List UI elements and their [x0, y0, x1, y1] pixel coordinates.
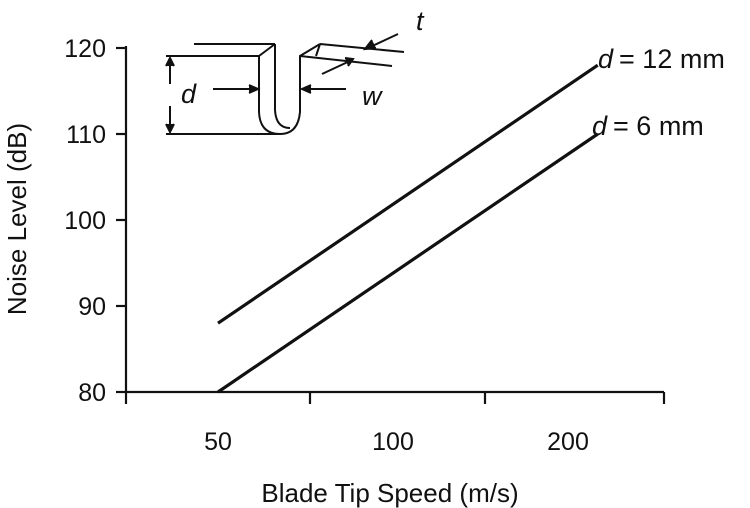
- d-arrow-top: [165, 55, 175, 67]
- blade-left-fold: [258, 43, 276, 57]
- w-arrow-right-head: [299, 84, 312, 94]
- y-tick-label: 80: [78, 379, 106, 407]
- t-arrow-lower-head: [344, 57, 355, 67]
- blade-right-lower-edge: [299, 55, 393, 67]
- series-label-var: d: [592, 111, 608, 141]
- y-tick-label: 120: [64, 35, 106, 63]
- x-ticks: 50 100 200: [124, 392, 666, 456]
- x-axis-label: Blade Tip Speed (m/s): [261, 478, 518, 508]
- series-label: d = 6 mm: [592, 111, 704, 141]
- y-tick-label: 100: [64, 207, 106, 235]
- inset-label-t: t: [416, 6, 425, 36]
- y-axis-label: Noise Level (dB): [2, 123, 32, 315]
- w-arrow-left-head: [248, 84, 261, 94]
- axes: [124, 46, 664, 394]
- x-tick-label: 200: [547, 428, 589, 456]
- y-tick-label: 110: [66, 121, 106, 149]
- blade-right-top-edge: [319, 43, 405, 53]
- y-tick-label: 90: [78, 293, 106, 321]
- series-label-value: = 6 mm: [613, 111, 704, 141]
- blade-inner-bend: [274, 44, 291, 129]
- x-tick-label: 50: [204, 428, 232, 456]
- series-layer: d = 12 mmd = 6 mm: [217, 44, 725, 394]
- blade-diagram: [165, 33, 405, 136]
- series-label-value: = 12 mm: [619, 44, 725, 74]
- inset-label-d: d: [181, 79, 197, 109]
- inset-label-w: w: [362, 81, 383, 111]
- t-arrow-head: [362, 39, 377, 51]
- blade-right-mid-edge: [315, 43, 321, 57]
- series-line: [217, 63, 599, 325]
- series-label: d = 12 mm: [598, 44, 725, 74]
- y-ticks: 80 90 100 110 120: [64, 35, 126, 407]
- d-arrow-bottom: [165, 123, 175, 135]
- series-line: [217, 132, 599, 394]
- series-label-var: d: [598, 44, 614, 74]
- blade-u-bend: [258, 43, 321, 136]
- x-tick-label: 100: [372, 428, 414, 456]
